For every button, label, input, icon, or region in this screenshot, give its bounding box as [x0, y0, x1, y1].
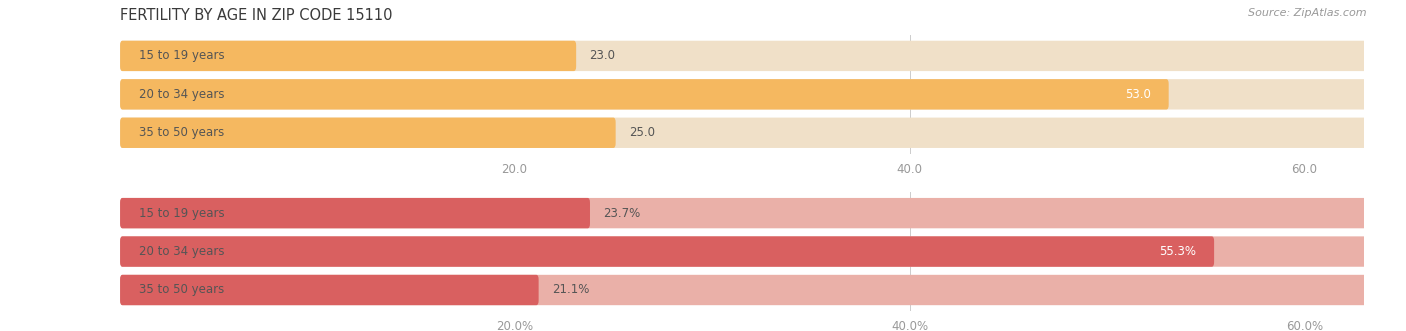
Text: 15 to 19 years: 15 to 19 years [139, 207, 225, 220]
Text: 25.0: 25.0 [628, 126, 655, 139]
Text: FERTILITY BY AGE IN ZIP CODE 15110: FERTILITY BY AGE IN ZIP CODE 15110 [120, 8, 392, 23]
FancyBboxPatch shape [120, 118, 1367, 148]
FancyBboxPatch shape [120, 79, 1367, 110]
FancyBboxPatch shape [120, 79, 1168, 110]
Text: 20 to 34 years: 20 to 34 years [139, 88, 225, 101]
Text: 23.0: 23.0 [589, 49, 616, 63]
Text: 23.7%: 23.7% [603, 207, 641, 220]
Text: 35 to 50 years: 35 to 50 years [139, 283, 225, 297]
Text: 15 to 19 years: 15 to 19 years [139, 49, 225, 63]
FancyBboxPatch shape [120, 198, 591, 228]
FancyBboxPatch shape [120, 118, 616, 148]
FancyBboxPatch shape [120, 41, 1367, 71]
FancyBboxPatch shape [120, 198, 1367, 228]
Text: 35 to 50 years: 35 to 50 years [139, 126, 225, 139]
FancyBboxPatch shape [120, 236, 1215, 267]
Text: 53.0: 53.0 [1125, 88, 1150, 101]
Text: Source: ZipAtlas.com: Source: ZipAtlas.com [1249, 8, 1367, 18]
FancyBboxPatch shape [120, 275, 538, 305]
Text: 55.3%: 55.3% [1159, 245, 1197, 258]
FancyBboxPatch shape [120, 236, 1367, 267]
Text: 21.1%: 21.1% [553, 283, 589, 297]
Text: 20 to 34 years: 20 to 34 years [139, 245, 225, 258]
FancyBboxPatch shape [120, 275, 1367, 305]
FancyBboxPatch shape [120, 41, 576, 71]
